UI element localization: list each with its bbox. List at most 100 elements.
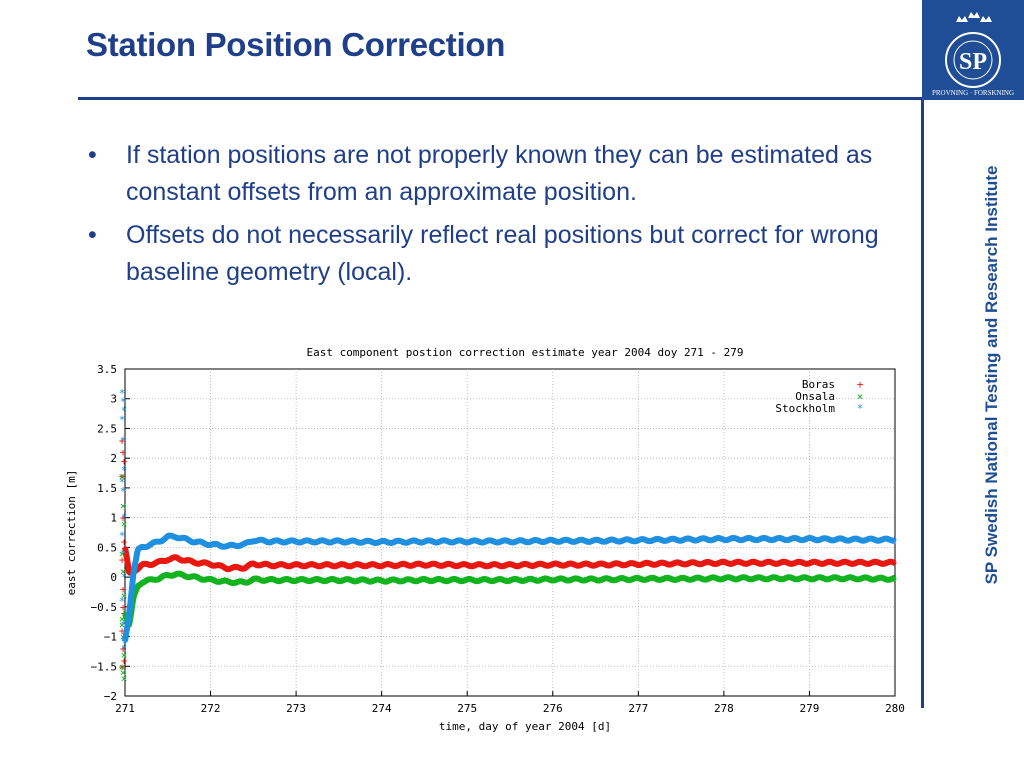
data-point [140,563,144,567]
x-tick-label: 275 [457,702,477,715]
data-point [209,578,213,582]
data-point [136,548,140,552]
data-point [251,538,255,542]
x-tick-label: 272 [201,702,221,715]
series-onsala: ××××××××××××× [119,470,897,685]
scatter-point: * [120,485,127,498]
scatter-point: × [120,500,127,513]
data-point [765,537,769,541]
scatter-point: × [121,672,128,685]
data-point [123,545,127,549]
data-point [174,535,178,539]
data-point [337,563,341,567]
data-point [157,576,161,580]
data-point [594,539,598,543]
data-point [243,580,247,584]
data-point [127,611,131,615]
sidebar-institute-text: SP Swedish National Testing and Research… [982,165,1001,585]
data-point [166,535,170,539]
data-point [166,557,170,561]
scatter-point: + [119,625,126,638]
data-point [294,539,298,543]
scatter-point: × [119,547,126,560]
x-tick-label: 271 [115,702,135,715]
side-divider [921,98,924,708]
y-tick-label: 1 [110,512,117,525]
data-point [722,561,726,565]
scatter-point: * [121,512,128,525]
y-axis-label: east correction [m] [65,470,78,596]
scatter-point: + [121,455,128,468]
data-point [123,611,127,615]
plot-area [124,368,896,697]
y-tick-label: 0 [110,571,117,584]
data-point [294,578,298,582]
x-tick-label: 280 [885,702,905,715]
series-boras: ++++++++++++++ [119,434,897,673]
scatter-point: × [119,470,126,483]
data-point [807,576,811,580]
data-point [226,544,230,548]
data-point [893,538,897,542]
sp-logo-ring-text: PROVNING · FORSKNING [932,89,1014,97]
data-point [636,577,640,581]
sp-logo: SP PROVNING · FORSKNING [922,0,1024,100]
scatter-point: * [119,529,126,542]
x-tick-label: 278 [714,702,734,715]
data-point [243,542,247,546]
sp-logo-icon: SP PROVNING · FORSKNING [932,12,1014,97]
bullet-item: • Offsets do not necessarily reflect rea… [88,217,908,291]
data-point [380,579,384,583]
data-point [380,540,384,544]
scatter-point: * [121,571,128,584]
scatter-point: + [120,642,127,655]
data-point [508,539,512,543]
scatter-point: × [119,660,126,673]
x-tick-label: 279 [800,702,820,715]
data-point [850,561,854,565]
data-point [251,577,255,581]
y-tick-label: 3.5 [97,363,117,376]
scatter-point: + [120,601,127,614]
data-point [551,577,555,581]
data-point [337,539,341,543]
scatter-point: * [120,396,127,409]
scatter-point: * [121,642,128,655]
data-point [850,576,854,580]
y-tick-label: −1.5 [91,660,118,673]
data-point [893,577,897,581]
y-tick-label: −0.5 [91,601,118,614]
data-point [465,563,469,567]
data-point [551,539,555,543]
data-point [268,563,272,567]
scatter-point: + [119,553,126,566]
x-tick-label: 276 [543,702,563,715]
scatter-point: + [120,446,127,459]
legend-entry-label: Boras [802,378,835,391]
scatter-point: * [119,476,126,489]
data-point [191,575,195,579]
data-point [337,578,341,582]
data-point [268,578,272,582]
scatter-point: + [119,470,126,483]
scatter-point: + [121,535,128,548]
bullet-item: • If station positions are not properly … [88,137,908,211]
data-point [149,578,153,582]
y-tick-label: 3 [110,393,117,406]
data-point [422,539,426,543]
data-point [594,577,598,581]
y-tick-label: 1.5 [97,482,117,495]
bullet-marker: • [88,141,97,169]
data-point [722,537,726,541]
chart-title: East component postion correction estima… [306,346,743,359]
data-point [191,539,195,543]
data-point [123,640,127,644]
scatter-point: + [120,583,127,596]
title-divider [78,97,922,100]
scatter-point: × [119,613,126,626]
scatter-point: * [119,387,126,400]
scatter-point: × [120,565,127,578]
scatter-point: + [119,434,126,447]
data-point [149,542,153,546]
legend-entry-marker: + [857,378,864,391]
